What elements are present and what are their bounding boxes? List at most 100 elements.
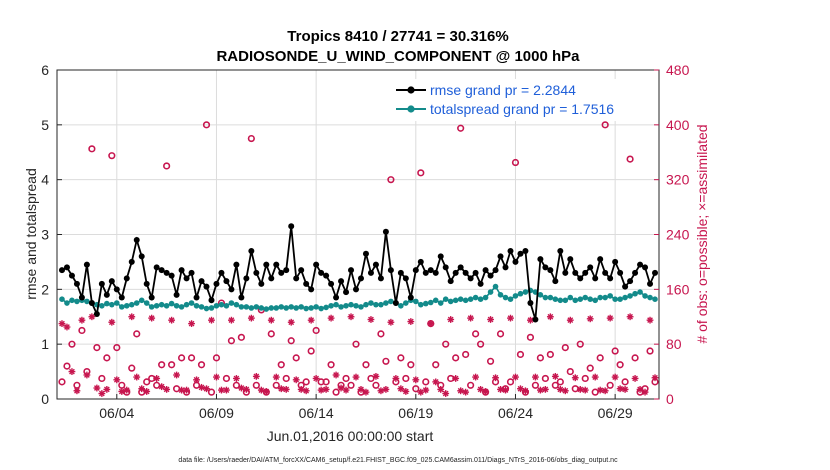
totalspread-point <box>602 294 608 301</box>
right-y-tick-label: 160 <box>666 281 690 297</box>
totalspread-point <box>388 298 394 305</box>
obs-assimilated-point <box>163 386 171 393</box>
rmse-point <box>377 275 384 282</box>
asterisk-stroke <box>348 313 354 320</box>
obs-assimilated-point <box>442 390 450 397</box>
obs-possible-point <box>561 343 569 352</box>
rmse-point <box>412 267 419 274</box>
obs-assimilated-point <box>267 316 275 324</box>
asterisk-stroke <box>368 316 374 323</box>
asterisk-stroke <box>338 385 344 391</box>
obs-possible-point <box>252 381 260 389</box>
obs-possible-point <box>372 381 380 389</box>
rmse-point <box>577 275 584 282</box>
totalspread-point <box>467 296 474 303</box>
totalspread-point <box>168 300 175 307</box>
rmse-point <box>63 264 70 271</box>
rmse-point <box>218 269 225 276</box>
rmse-point <box>263 261 270 268</box>
rmse-point <box>303 280 310 287</box>
obs-possible-point <box>113 343 121 352</box>
rmse-point <box>367 269 374 276</box>
rmse-point <box>113 286 120 293</box>
obs-assimilated-point <box>262 388 270 395</box>
obs-assimilated-point <box>482 388 489 395</box>
obs-assimilated-point <box>237 384 245 392</box>
asterisk-stroke <box>412 376 419 383</box>
obs-assimilated-point <box>153 375 161 382</box>
obs-possible-point <box>212 354 221 362</box>
obs-assimilated-point <box>148 314 156 322</box>
obs-assimilated-point <box>636 386 644 393</box>
rmse-point <box>58 267 65 274</box>
obs-possible-point <box>347 381 355 389</box>
rmse-point <box>178 267 185 274</box>
right-y-tick-label: 240 <box>666 227 690 243</box>
obs-assimilated-point <box>467 314 475 322</box>
obs-possible-point <box>272 381 280 389</box>
rmse-point <box>382 228 389 235</box>
left-y-tick-label: 3 <box>41 227 49 243</box>
asterisk-stroke <box>253 373 260 380</box>
rmse-point <box>83 261 90 268</box>
totalspread-point <box>104 300 110 307</box>
rmse-point <box>512 258 519 265</box>
rmse-point <box>328 280 335 287</box>
asterisk-stroke <box>647 317 653 324</box>
obs-possible-point <box>108 152 116 160</box>
asterisk-stroke <box>527 317 534 324</box>
totalspread-point <box>487 289 494 295</box>
asterisk-stroke <box>602 387 609 394</box>
obs-possible-point <box>631 354 639 362</box>
rmse-point <box>163 269 170 276</box>
rmse-point <box>223 278 230 285</box>
obs-assimilated-point <box>507 314 514 322</box>
asterisk-stroke <box>462 389 469 396</box>
obs-assimilated-point <box>63 323 71 331</box>
asterisk-stroke <box>452 375 459 382</box>
obs-possible-point <box>387 176 395 184</box>
rmse-point <box>118 294 125 301</box>
asterisk-stroke <box>422 387 429 393</box>
asterisk-stroke <box>592 374 599 380</box>
totalspread-point <box>223 302 230 309</box>
obs-assimilated-point <box>128 313 136 321</box>
obs-assimilated-point <box>78 316 86 324</box>
obs-possible-point <box>103 354 111 362</box>
totalspread-point <box>373 301 379 308</box>
obs-assimilated-point <box>193 376 200 384</box>
obs-assimilated-point <box>272 373 280 381</box>
chart-title-line-2: RADIOSONDE_U_WIND_COMPONENT @ 1000 hPa <box>216 48 580 65</box>
rmse-point <box>487 272 494 279</box>
asterisk-stroke <box>188 320 195 327</box>
totalspread-point <box>278 304 285 310</box>
obs-assimilated-point <box>123 386 131 394</box>
obs-assimilated-point <box>287 318 295 326</box>
rmse-point <box>397 269 404 276</box>
totalspread-point <box>288 304 295 310</box>
obs-assimilated-point <box>113 376 121 384</box>
totalspread-point <box>69 297 75 304</box>
rmse-point <box>283 267 290 274</box>
totalspread-point <box>557 297 564 304</box>
obs-assimilated-point <box>551 372 559 380</box>
obs-possible-point <box>452 354 460 362</box>
rmse-point <box>123 275 130 282</box>
rmse-point <box>452 269 459 276</box>
rmse-point <box>238 294 245 301</box>
x-tick-label: 06/19 <box>398 405 433 421</box>
asterisk-stroke <box>447 316 454 323</box>
totalspread-point <box>537 292 544 298</box>
rmse-point <box>467 275 474 282</box>
obs-assimilated-point <box>561 387 569 395</box>
obs-assimilated-point <box>352 373 360 381</box>
rmse-point <box>652 269 659 276</box>
totalspread-point <box>413 298 419 305</box>
obs-assimilated-point <box>392 375 400 382</box>
obs-possible-point <box>143 378 151 386</box>
asterisk-stroke <box>363 389 369 396</box>
obs-possible-point <box>227 337 236 345</box>
obs-assimilated-point <box>432 378 440 386</box>
asterisk-stroke <box>512 374 519 380</box>
obs-possible-point <box>596 354 604 362</box>
